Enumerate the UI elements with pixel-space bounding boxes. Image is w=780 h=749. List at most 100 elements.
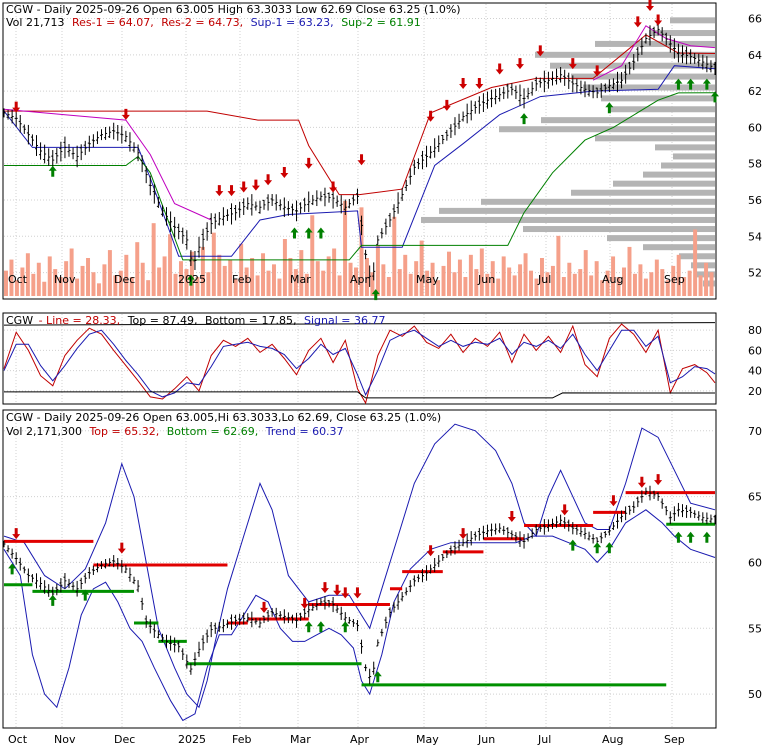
volume-bar: [704, 262, 709, 296]
stochastic-line: [3, 323, 716, 405]
volume-bar: [261, 253, 266, 296]
up-arrow: [290, 227, 299, 239]
x-tick-label: Aug: [602, 273, 623, 286]
volume-bar: [616, 277, 621, 296]
volume-bar: [47, 256, 52, 296]
stochastic-lines: [3, 322, 716, 405]
volume-bar: [638, 264, 643, 296]
down-arrow: [251, 179, 260, 191]
stochastic-line: [4, 391, 716, 399]
y-tick-label: 54: [748, 230, 762, 243]
up-arrow: [48, 165, 57, 177]
profile-bar: [481, 198, 715, 205]
up-arrow: [593, 542, 602, 554]
profile-bar: [535, 51, 715, 58]
x-tick-label: Feb: [232, 733, 251, 745]
profile-bar: [499, 126, 715, 133]
down-arrow: [117, 542, 126, 554]
volume-bar: [304, 273, 309, 296]
down-arrow: [515, 58, 524, 70]
down-arrow: [260, 601, 269, 613]
volume-bar: [299, 250, 304, 296]
x-tick-label: Feb: [232, 273, 251, 286]
x-tick-label: Mar: [290, 733, 311, 745]
volume-bar: [605, 270, 610, 296]
volume-bar: [354, 267, 358, 296]
y-tick-label: 60: [748, 344, 762, 357]
up-arrow: [520, 113, 529, 125]
trend-header-line2: Vol 2,171,300 Top = 65.32, Bottom = 62.6…: [6, 425, 344, 438]
volume-bar: [550, 265, 555, 296]
up-arrow: [304, 227, 313, 239]
x-tick-label: Sep: [664, 273, 685, 286]
volume-bar: [452, 272, 457, 296]
up-arrow: [316, 227, 325, 239]
volume-bar: [676, 254, 681, 296]
volume-bar: [337, 275, 342, 296]
up-arrow: [186, 274, 195, 286]
up-arrow: [373, 671, 382, 683]
down-arrow: [280, 166, 289, 178]
x-tick-label: 2025: [178, 733, 206, 745]
volume-bar: [687, 270, 692, 296]
volume-bar: [397, 269, 402, 296]
volume-bar: [217, 254, 222, 296]
down-arrow: [264, 174, 273, 186]
volume-bar: [189, 251, 194, 296]
y-tick-label: 66: [748, 13, 762, 26]
bollinger-line: [3, 509, 716, 722]
volume-bar: [523, 253, 528, 296]
volume-bar: [632, 273, 637, 296]
down-arrow: [320, 582, 329, 594]
volume-bar: [403, 254, 408, 296]
volume-bar: [31, 273, 36, 296]
volume-bar: [282, 239, 287, 296]
volume-bar: [594, 261, 599, 296]
series-line: [3, 108, 212, 221]
volume-bar: [430, 262, 435, 296]
signal-arrows: [12, 0, 719, 301]
volume-bar: [315, 261, 320, 296]
volume-bar: [518, 264, 523, 296]
volume-bar: [140, 262, 145, 296]
volume-bar: [419, 240, 424, 296]
profile-bar: [541, 117, 715, 124]
up-arrow: [702, 531, 711, 543]
volume-bar: [474, 269, 479, 296]
volume-bar: [326, 256, 331, 296]
up-arrow: [8, 563, 17, 575]
volume-bar: [107, 250, 112, 296]
profile-bar: [571, 189, 715, 196]
volume-bar: [392, 216, 397, 296]
volume-bar: [162, 256, 167, 296]
y-tick-label: 80: [748, 324, 762, 337]
y-tick-label: 64: [748, 49, 762, 62]
x-tick-label: Dec: [114, 733, 135, 745]
x-tick-label: Jul: [537, 733, 551, 745]
trend-y-ticks: 50 55 60 65 70: [748, 425, 762, 701]
volume-bar: [370, 272, 375, 296]
volume-bar: [364, 258, 369, 296]
stochastic-panel-frame: [2, 312, 717, 405]
x-tick-label: May: [416, 733, 439, 745]
volume-bar: [698, 275, 703, 296]
profile-bar: [571, 73, 715, 80]
up-arrow: [48, 594, 57, 606]
volume-bar: [463, 277, 468, 296]
volume-bar: [69, 248, 74, 296]
volume-bar: [649, 272, 654, 296]
volume-bar: [244, 267, 249, 296]
volume-bar: [408, 273, 413, 296]
down-arrow: [215, 185, 224, 197]
stochastic-header: CGW - Line = 28.33, Top = 87.49, Bottom …: [6, 314, 386, 327]
volume-bar: [693, 229, 698, 296]
volume-bar: [184, 269, 189, 296]
volume-bar: [589, 275, 594, 296]
down-arrow: [304, 157, 313, 169]
y-tick-label: 50: [748, 688, 762, 701]
volume-bar: [36, 262, 41, 296]
volume-bar: [348, 262, 353, 296]
trend-signal-arrows: [8, 474, 711, 683]
